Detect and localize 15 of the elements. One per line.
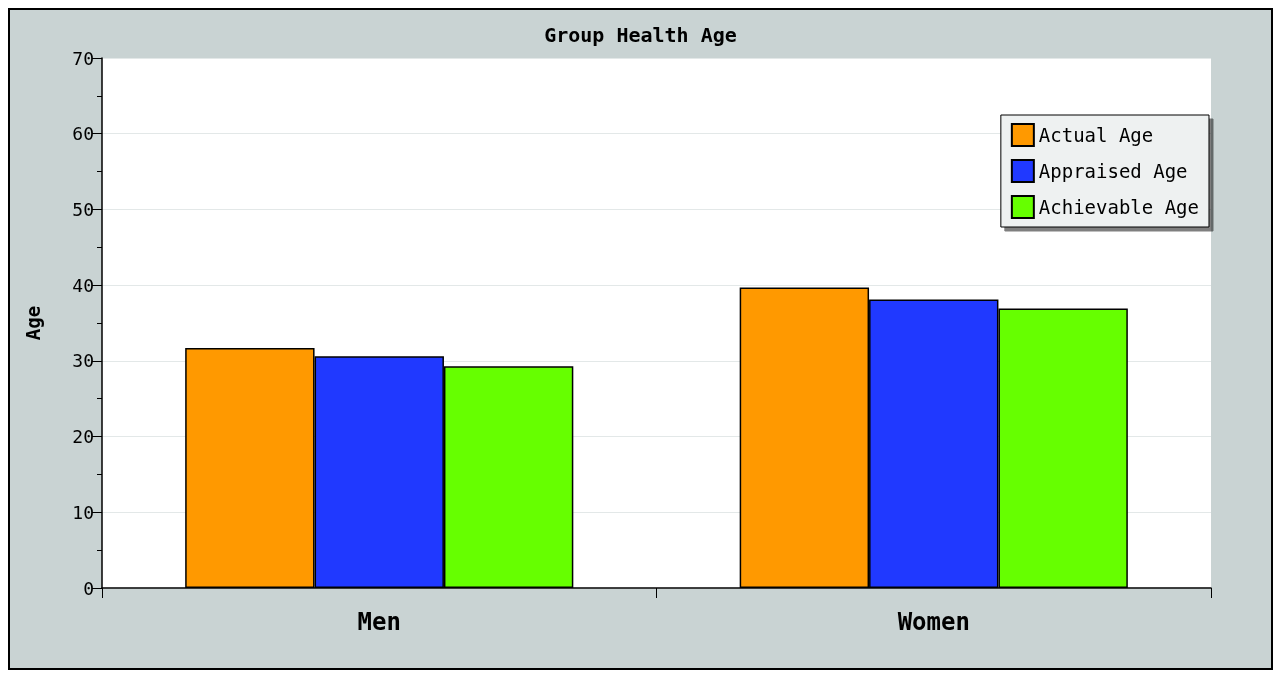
y-axis-title: Age [21, 305, 44, 341]
y-tick-label: 70 [72, 47, 94, 69]
y-tick-label: 10 [72, 501, 94, 523]
chart-title: Group Health Age [544, 23, 737, 47]
legend-label: Achievable Age [1038, 196, 1200, 218]
y-tick-label: 40 [72, 274, 94, 296]
y-tick-label: 50 [72, 198, 94, 220]
x-tick-label: Men [357, 608, 401, 636]
legend-label: Actual Age [1038, 124, 1154, 146]
y-tick-label: 60 [72, 123, 94, 145]
legend-label: Appraised Age [1038, 160, 1188, 182]
x-tick-label: Women [897, 608, 970, 636]
y-tick-label: 20 [72, 426, 94, 448]
y-tick-label: 0 [83, 577, 94, 599]
y-tick-label: 30 [72, 350, 94, 372]
